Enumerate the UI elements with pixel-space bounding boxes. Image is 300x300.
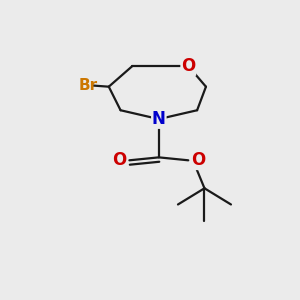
- Text: O: O: [112, 151, 126, 169]
- Text: O: O: [181, 57, 195, 75]
- Text: O: O: [191, 151, 206, 169]
- Text: N: N: [152, 110, 166, 128]
- Text: Br: Br: [79, 78, 98, 93]
